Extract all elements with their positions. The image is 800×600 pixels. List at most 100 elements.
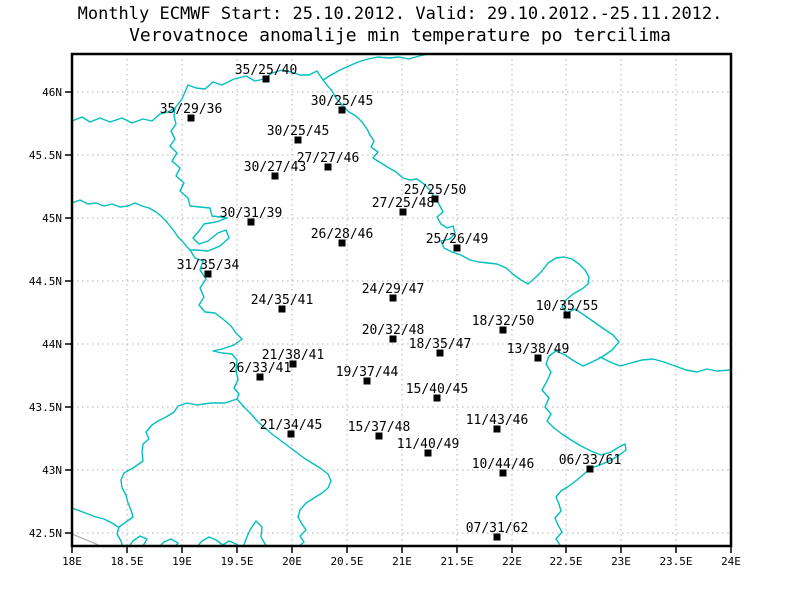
- station-marker: [534, 354, 542, 362]
- x-tick-label: 21E: [392, 555, 412, 568]
- station: 10/44/46: [472, 457, 534, 477]
- station: 11/40/49: [397, 437, 459, 457]
- y-tick-label: 45N: [42, 212, 62, 225]
- country-border: [72, 199, 191, 251]
- country-border: [72, 507, 119, 528]
- station-label: 24/35/41: [251, 293, 314, 308]
- station: 11/43/46: [466, 413, 528, 433]
- station-marker: [363, 377, 371, 385]
- station-label: 26/33/41: [229, 361, 292, 376]
- station: 18/32/50: [472, 314, 534, 334]
- station: 18/35/47: [409, 337, 472, 357]
- station-marker: [204, 270, 212, 278]
- station-label: 06/33/61: [559, 453, 622, 468]
- station: 30/25/45: [267, 124, 330, 144]
- x-tick-label: 22.5E: [549, 555, 582, 568]
- station: 15/37/48: [348, 420, 410, 440]
- station-label: 21/34/45: [260, 418, 323, 433]
- station: 24/29/47: [362, 282, 424, 302]
- station-marker: [493, 533, 501, 541]
- country-border: [242, 520, 268, 546]
- station-label: 25/26/49: [426, 232, 489, 247]
- y-tick-label: 43.5N: [29, 401, 62, 414]
- map-frame: [70, 52, 733, 548]
- x-tick-label: 20.5E: [330, 555, 363, 568]
- x-tick-label: 19.5E: [220, 555, 253, 568]
- station-marker: [424, 449, 432, 457]
- station-label: 07/31/62: [466, 521, 529, 536]
- station: 06/33/61: [559, 453, 622, 473]
- station: 07/31/62: [466, 521, 529, 541]
- country-border: [174, 54, 430, 109]
- station-label: 18/35/47: [409, 337, 472, 352]
- coastline-gray: [72, 533, 101, 546]
- station-label: 30/25/45: [267, 124, 330, 139]
- station-marker: [247, 218, 255, 226]
- x-tick-label: 18.5E: [110, 555, 143, 568]
- x-tick-label: 24E: [721, 555, 741, 568]
- country-border: [196, 536, 241, 546]
- border-layer: [72, 54, 731, 546]
- station: 27/25/48: [372, 196, 435, 216]
- grid-layer: [72, 54, 731, 546]
- station-marker: [256, 373, 264, 381]
- station-marker: [294, 136, 302, 144]
- station-label: 35/29/36: [160, 102, 223, 117]
- x-tick-label: 21.5E: [440, 555, 473, 568]
- station: 31/35/34: [177, 258, 240, 278]
- x-tick-label: 19E: [172, 555, 192, 568]
- station-label: 26/28/46: [311, 227, 374, 242]
- station: 30/25/45: [311, 94, 373, 114]
- station-marker: [453, 244, 461, 252]
- axes-layer: [65, 91, 732, 553]
- station-label: 27/25/48: [372, 196, 435, 211]
- country-border: [128, 535, 148, 546]
- gray-line-layer: [72, 533, 101, 546]
- station-marker: [324, 163, 332, 171]
- station: 19/37/44: [336, 365, 399, 385]
- station-label: 13/38/49: [507, 342, 570, 357]
- station: 27/27/46: [297, 151, 360, 171]
- x-tick-label: 20E: [282, 555, 302, 568]
- station: 21/34/45: [260, 418, 323, 438]
- station-label: 31/35/34: [177, 258, 240, 273]
- x-tick-label: 23.5E: [659, 555, 692, 568]
- station-marker: [338, 239, 346, 247]
- station-label: 27/27/46: [297, 151, 360, 166]
- station-marker: [338, 106, 346, 114]
- country-border: [159, 538, 179, 546]
- country-border: [72, 107, 176, 124]
- station-marker: [389, 294, 397, 302]
- station-marker: [287, 430, 295, 438]
- station: 10/35/55: [536, 299, 599, 319]
- station-marker: [493, 425, 501, 433]
- country-border: [236, 398, 332, 546]
- station-marker: [433, 394, 441, 402]
- station: 21/38/41: [262, 348, 324, 368]
- station: 20/32/48: [362, 323, 424, 343]
- station-marker: [187, 114, 195, 122]
- station: 26/28/46: [311, 227, 374, 247]
- station: 13/38/49: [507, 342, 570, 362]
- x-tick-label: 22E: [502, 555, 522, 568]
- station: 35/29/36: [160, 102, 223, 122]
- station-marker: [499, 326, 507, 334]
- country-border: [322, 79, 590, 308]
- station: 25/26/49: [426, 232, 489, 252]
- station-marker: [375, 432, 383, 440]
- station: 25/25/50: [404, 183, 466, 203]
- station-label: 10/35/55: [536, 299, 599, 314]
- station-label: 30/31/39: [220, 206, 283, 221]
- station: 24/35/41: [251, 293, 314, 313]
- station-label: 15/40/45: [406, 382, 469, 397]
- y-tick-label: 43N: [42, 464, 62, 477]
- station-label: 35/25/40: [235, 63, 298, 78]
- station-label: 19/37/44: [336, 365, 399, 380]
- station: 15/40/45: [406, 382, 469, 402]
- map-subtitle: Verovatnoce anomalije min temperature po…: [129, 25, 671, 46]
- station-marker: [278, 305, 286, 313]
- station-marker: [499, 469, 507, 477]
- y-tick-label: 44N: [42, 338, 62, 351]
- y-tick-label: 42.5N: [29, 527, 62, 540]
